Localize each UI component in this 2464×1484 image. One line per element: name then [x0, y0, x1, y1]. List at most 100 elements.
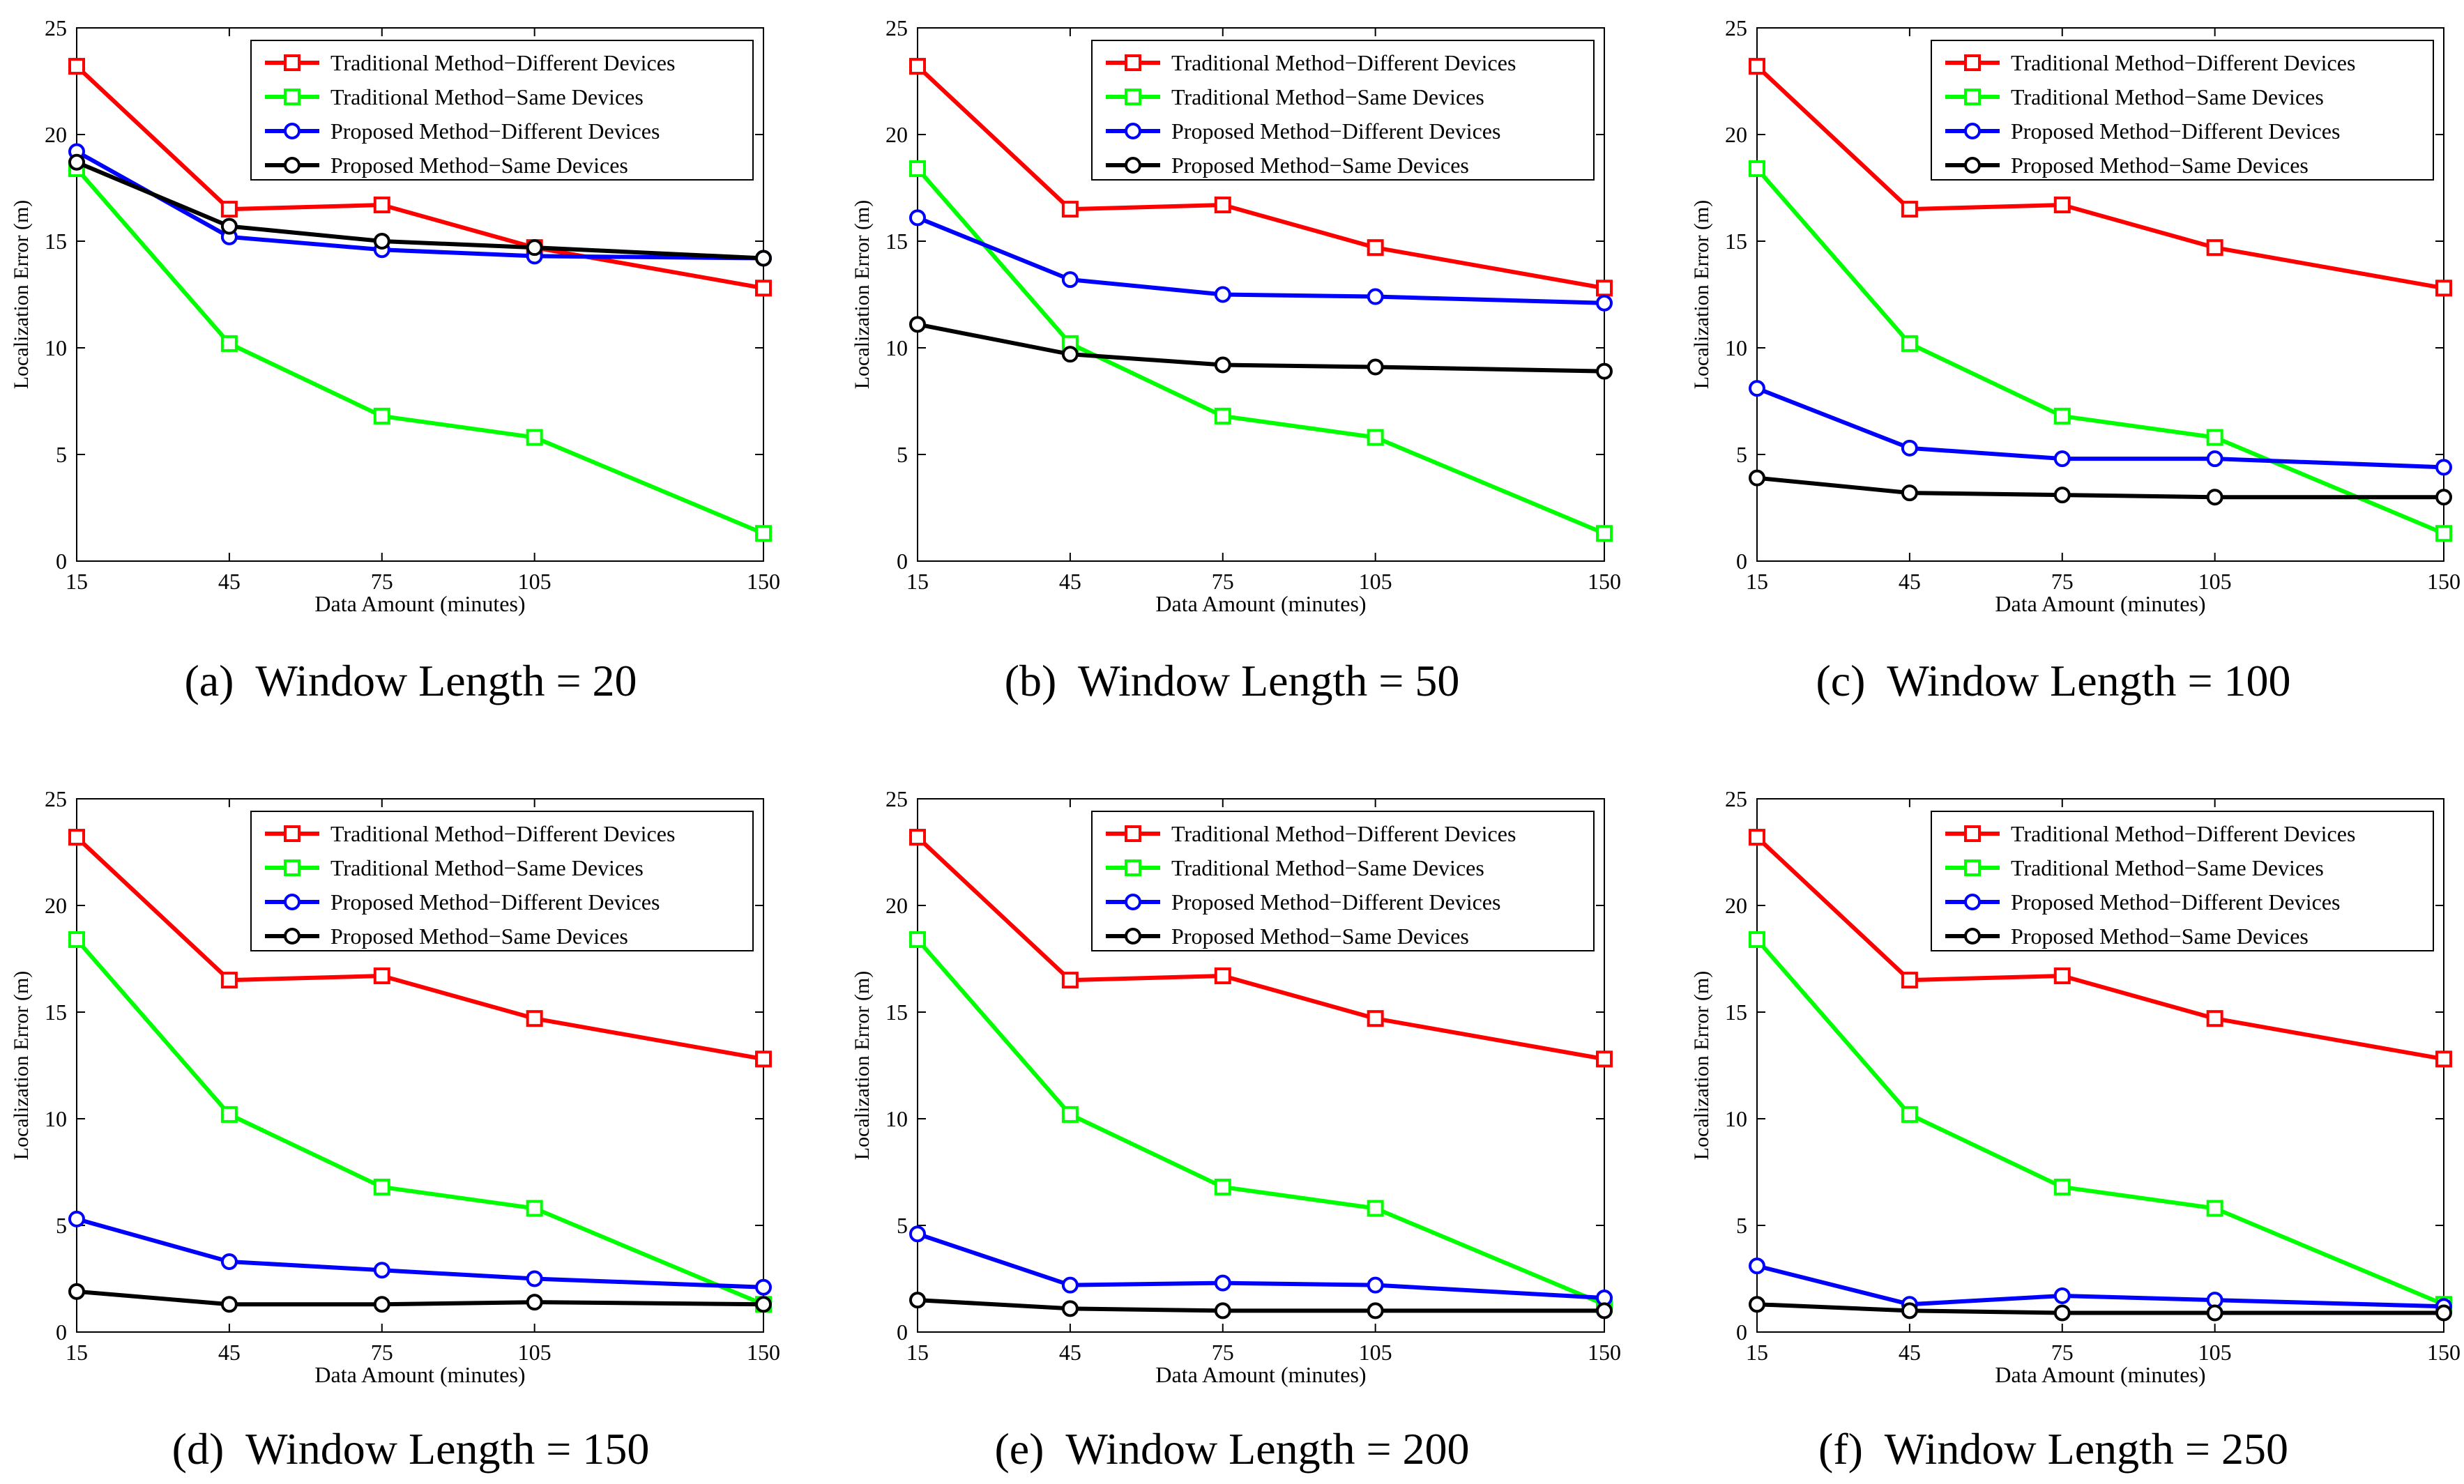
caption-letter-d: (d): [172, 1424, 225, 1474]
y-tick-label: 10: [45, 335, 67, 360]
y-tick-label: 15: [45, 1000, 67, 1025]
data-point: [2053, 487, 2071, 504]
data-point: [2435, 1304, 2452, 1322]
legend-label: Traditional Method−Different Devices: [330, 821, 675, 846]
data-point: [1901, 439, 1918, 457]
data-point: [755, 1278, 772, 1296]
y-tick-label: 20: [885, 893, 908, 918]
caption-letter-a: (a): [184, 656, 234, 705]
y-tick-label: 5: [1736, 442, 1747, 467]
series-3: [1749, 1296, 2452, 1322]
legend-label: Traditional Method−Same Devices: [330, 84, 644, 109]
y-tick-label: 15: [885, 1000, 908, 1025]
x-tick-label: 75: [371, 569, 393, 594]
legend-label: Proposed Method−Different Devices: [1171, 118, 1500, 144]
legend-swatch-marker: [1125, 123, 1141, 139]
legend-swatch-marker: [284, 928, 301, 944]
chart-panel-2: 0 5 10 15 20 25 15 45 75 105 150 Data Amount (minut…: [1690, 15, 2461, 616]
x-tick-label: 75: [1212, 569, 1234, 594]
caption-text-f: Window Length = 250: [1884, 1424, 2288, 1474]
legend-swatch-marker: [284, 89, 301, 105]
legend-swatch-marker: [1125, 928, 1141, 944]
y-tick-label: 25: [1725, 15, 1747, 40]
y-tick-label: 5: [897, 1213, 908, 1238]
legend-label: Proposed Method−Different Devices: [330, 889, 660, 915]
x-tick-label: 105: [518, 569, 552, 594]
y-tick-label: 10: [1725, 1106, 1747, 1131]
data-point: [1214, 1274, 1231, 1292]
legend-box: [1931, 811, 2434, 951]
series-line: [917, 1298, 1604, 1313]
legend-label: Proposed Method−Same Devices: [2011, 924, 2309, 949]
data-point: [220, 201, 238, 218]
data-point: [373, 1296, 390, 1313]
y-tick-label: 0: [897, 1319, 908, 1345]
data-point: [220, 1106, 238, 1123]
x-tick-label: 150: [747, 1340, 780, 1365]
y-tick-label: 25: [45, 786, 67, 811]
series-3: [909, 1292, 1613, 1319]
data-point: [1214, 1178, 1231, 1195]
legend-label: Traditional Method−Different Devices: [330, 50, 675, 75]
x-tick-label: 150: [2427, 1340, 2461, 1365]
x-tick-label: 45: [218, 1340, 241, 1365]
data-point: [220, 1296, 238, 1313]
y-tick-label: 5: [56, 442, 67, 467]
caption-letter-c: (c): [1816, 656, 1866, 705]
data-point: [1596, 294, 1613, 312]
caption-text-b: Window Length = 50: [1078, 656, 1460, 705]
x-tick-label: 15: [1746, 569, 1768, 594]
data-point: [2435, 525, 2452, 542]
y-tick-label: 15: [45, 229, 67, 254]
data-point: [373, 967, 390, 984]
caption-letter-f: (f): [1818, 1424, 1863, 1474]
caption-a: (a) Window Length = 20: [0, 655, 821, 707]
data-point: [1596, 280, 1613, 297]
data-point: [2435, 489, 2452, 506]
data-point: [1367, 239, 1384, 257]
data-point: [1214, 407, 1231, 424]
legend-label: Proposed Method−Different Devices: [1171, 889, 1500, 915]
data-point: [909, 829, 926, 846]
data-point: [1596, 362, 1613, 380]
x-tick-label: 105: [1359, 569, 1392, 594]
data-point: [1901, 1302, 1918, 1319]
data-point: [1596, 1302, 1613, 1319]
x-tick-label: 105: [2198, 1340, 2232, 1365]
series-1: [909, 160, 1613, 542]
data-point: [1596, 525, 1613, 542]
data-point: [1214, 286, 1231, 303]
x-tick-label: 105: [1359, 1340, 1392, 1365]
series-3: [68, 153, 772, 267]
data-point: [755, 1050, 772, 1068]
y-tick-label: 5: [897, 442, 908, 467]
x-axis-label: Data Amount (minutes): [1995, 1362, 2205, 1387]
data-point: [526, 1200, 543, 1217]
y-tick-label: 20: [1725, 893, 1747, 918]
data-point: [220, 972, 238, 989]
data-point: [68, 1210, 85, 1227]
x-axis-label: Data Amount (minutes): [1155, 1362, 1366, 1387]
data-point: [2053, 967, 2071, 984]
y-tick-label: 25: [885, 786, 908, 811]
data-point: [1061, 201, 1079, 218]
data-point: [373, 196, 390, 213]
legend-swatch-marker: [1125, 89, 1141, 105]
data-point: [909, 316, 926, 333]
y-tick-label: 5: [56, 1213, 67, 1238]
data-point: [526, 1270, 543, 1287]
legend-label: Proposed Method−Same Devices: [1171, 153, 1469, 178]
legend-box: [1931, 40, 2434, 181]
caption-letter-b: (b): [1004, 656, 1057, 705]
data-point: [2206, 450, 2223, 468]
data-point: [68, 931, 85, 948]
chart-panel-1: 0 5 10 15 20 25 15 45 75 105 150 Data Amount (minut…: [851, 15, 1621, 616]
legend-swatch-marker: [1964, 54, 1981, 71]
data-point: [1749, 1296, 1765, 1313]
data-point: [1749, 469, 1765, 487]
legend-box: [250, 40, 754, 181]
series-1: [68, 931, 772, 1313]
data-point: [1749, 160, 1765, 177]
legend: Traditional Method−Different Devices Trad…: [1091, 811, 1595, 951]
y-tick-label: 10: [45, 1106, 67, 1131]
